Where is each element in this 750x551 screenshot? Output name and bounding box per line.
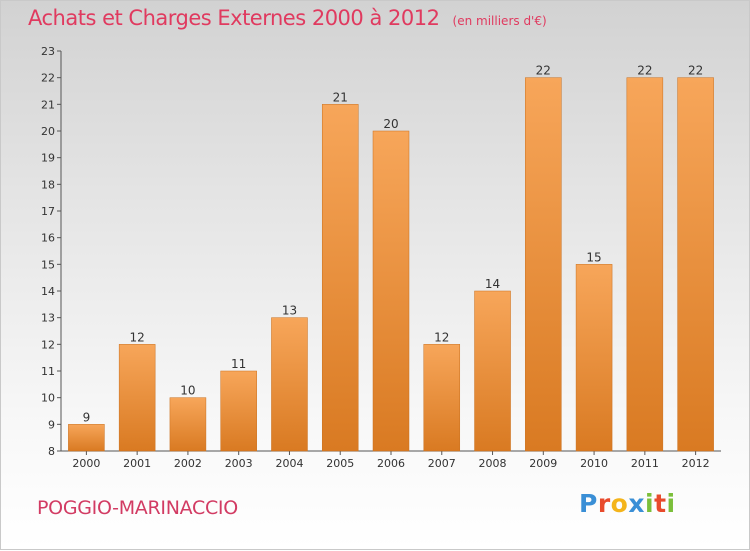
- bar-2005: [321, 104, 359, 452]
- bar-2012: [677, 77, 714, 452]
- y-tick-label: 13: [41, 312, 55, 325]
- bar-2001: [118, 344, 156, 452]
- data-label-2003: 11: [231, 357, 246, 371]
- bar-2003: [220, 370, 257, 452]
- chart-unit: (en milliers d'€): [452, 14, 547, 28]
- y-tick-label: 16: [41, 232, 55, 245]
- x-tick-label-2005: 2005: [326, 457, 354, 470]
- logo-letter: o: [610, 489, 629, 518]
- logo-letter: P: [579, 489, 598, 518]
- bar-2010: [575, 264, 613, 452]
- place-name: POGGIO-MARINACCIO: [37, 497, 238, 519]
- bar-2000: [68, 424, 105, 452]
- y-tick-label: 21: [41, 98, 55, 111]
- y-tick-label: 8: [48, 445, 55, 458]
- data-label-2001: 12: [130, 330, 145, 344]
- y-tick-label: 23: [41, 45, 55, 58]
- data-label-2004: 13: [282, 304, 297, 318]
- bar-2007: [423, 344, 461, 452]
- x-tick-label-2002: 2002: [174, 457, 202, 470]
- data-label-2006: 20: [383, 117, 398, 131]
- x-tick-label-2000: 2000: [72, 457, 100, 470]
- data-label-2012: 22: [688, 64, 703, 78]
- logo-letter: r: [597, 489, 611, 518]
- x-tick-label-2001: 2001: [123, 457, 151, 470]
- x-tick-label-2008: 2008: [479, 457, 507, 470]
- logo-letter: t: [654, 489, 667, 518]
- bar-2011: [626, 77, 664, 452]
- data-label-2002: 10: [180, 384, 195, 398]
- chart-title-text: Achats et Charges Externes 2000 à 2012: [28, 6, 440, 30]
- y-tick-label: 9: [48, 418, 55, 431]
- chart-axes: 8 9 10 11 12 13 14 15 16 17 18 19 20 21 22 23 2000 2001 20…: [41, 45, 721, 470]
- y-tick-label: 11: [41, 365, 55, 378]
- y-tick-label: 18: [41, 178, 55, 191]
- chart-labels: 9 12 10 11 13 21 20 12 14 22 15 22 22: [83, 64, 704, 425]
- bar-2004: [271, 317, 308, 452]
- x-tick-label-2007: 2007: [428, 457, 456, 470]
- y-tick-label: 14: [41, 285, 55, 298]
- x-tick-label-2006: 2006: [377, 457, 405, 470]
- y-tick-label: 10: [41, 392, 55, 405]
- data-label-2011: 22: [637, 64, 652, 78]
- y-tick-label: 17: [41, 205, 55, 218]
- x-tick-label-2003: 2003: [225, 457, 253, 470]
- logo-letter: x: [628, 489, 645, 518]
- data-label-2000: 9: [83, 410, 91, 424]
- x-tick-label-2009: 2009: [529, 457, 557, 470]
- x-tick-label-2011: 2011: [631, 457, 659, 470]
- y-tick-label: 20: [41, 125, 55, 138]
- logo-letter: i: [645, 489, 655, 518]
- bar-2009: [525, 77, 562, 452]
- data-label-2010: 15: [586, 250, 601, 264]
- chart-title: Achats et Charges Externes 2000 à 2012 (…: [28, 6, 547, 30]
- bar-2002: [169, 397, 207, 452]
- bar-2006: [372, 130, 410, 452]
- y-tick-label: 19: [41, 152, 55, 165]
- data-label-2007: 12: [434, 330, 449, 344]
- proxiti-logo[interactable]: Proxiti: [579, 489, 676, 518]
- data-label-2008: 14: [485, 277, 500, 291]
- y-tick-label: 12: [41, 338, 55, 351]
- bar-2008: [474, 290, 511, 452]
- y-tick-label: 15: [41, 258, 55, 271]
- x-tick-label-2012: 2012: [682, 457, 710, 470]
- y-tick-label: 22: [41, 72, 55, 85]
- data-label-2005: 21: [333, 90, 348, 104]
- logo-letter: i: [666, 489, 676, 518]
- x-tick-label-2010: 2010: [580, 457, 608, 470]
- x-tick-label-2004: 2004: [275, 457, 303, 470]
- chart-bars: [68, 77, 714, 452]
- data-label-2009: 22: [536, 64, 551, 78]
